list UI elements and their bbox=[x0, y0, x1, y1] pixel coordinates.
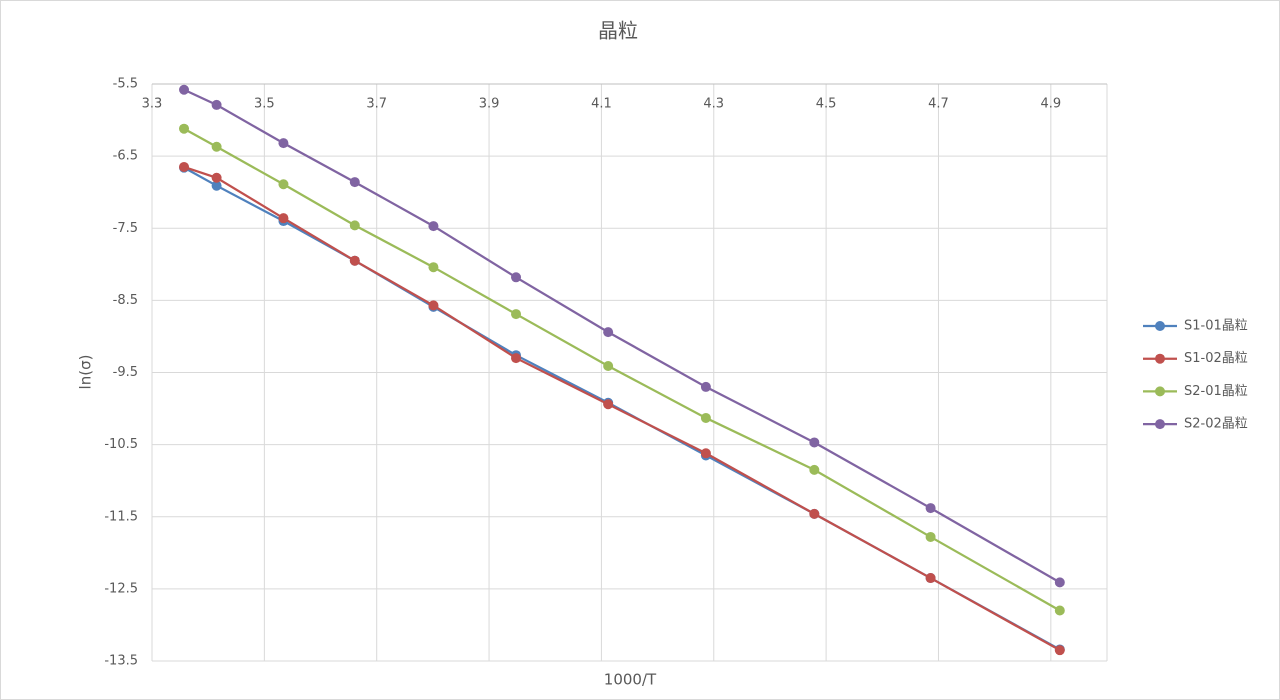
data-point bbox=[278, 179, 289, 190]
data-point bbox=[278, 213, 289, 224]
y-tick-label: -6.5 bbox=[113, 149, 138, 164]
y-tick-label: -7.5 bbox=[113, 221, 138, 236]
y-axis-title: ln(σ) bbox=[77, 355, 95, 390]
y-tick-label: -12.5 bbox=[104, 581, 138, 596]
data-point bbox=[349, 255, 360, 266]
data-point bbox=[1054, 645, 1065, 656]
data-point bbox=[211, 180, 222, 191]
data-point bbox=[809, 508, 820, 519]
data-point bbox=[603, 361, 614, 372]
data-point bbox=[349, 177, 360, 188]
data-point bbox=[700, 412, 711, 423]
data-point bbox=[349, 220, 360, 231]
data-point bbox=[511, 353, 522, 364]
x-tick-label: 3.3 bbox=[142, 97, 163, 112]
data-point bbox=[925, 503, 936, 514]
data-point bbox=[179, 161, 190, 172]
y-tick-label: -10.5 bbox=[104, 437, 138, 452]
y-tick-label: -11.5 bbox=[104, 509, 138, 524]
x-tick-label: 4.9 bbox=[1040, 97, 1061, 112]
legend-label: S2-01晶粒 bbox=[1184, 384, 1248, 399]
data-point bbox=[511, 309, 522, 320]
x-tick-label: 4.5 bbox=[816, 97, 837, 112]
data-point bbox=[428, 262, 439, 273]
data-point bbox=[809, 437, 820, 448]
legend-marker bbox=[1155, 321, 1165, 331]
y-tick-label: -13.5 bbox=[104, 654, 138, 669]
chart-title: 晶粒 bbox=[598, 19, 638, 43]
data-point bbox=[179, 123, 190, 134]
data-point bbox=[211, 141, 222, 152]
data-point bbox=[1054, 577, 1065, 588]
legend-marker bbox=[1155, 419, 1165, 430]
x-tick-label: 4.3 bbox=[703, 97, 724, 112]
data-point bbox=[700, 381, 711, 392]
data-point bbox=[809, 464, 820, 475]
legend-label: S1-01晶粒 bbox=[1184, 319, 1248, 334]
legend-label: S1-02晶粒 bbox=[1184, 351, 1248, 366]
data-point bbox=[211, 99, 222, 110]
x-tick-label: 3.5 bbox=[254, 97, 275, 112]
x-tick-label: 3.9 bbox=[479, 97, 500, 112]
legend-marker bbox=[1155, 353, 1165, 364]
data-point bbox=[278, 138, 289, 149]
x-tick-label: 4.1 bbox=[591, 97, 612, 112]
data-point bbox=[603, 327, 614, 338]
y-tick-label: -9.5 bbox=[113, 365, 138, 380]
data-point bbox=[925, 573, 936, 584]
legend-marker bbox=[1155, 386, 1165, 397]
x-axis-title: 1000/T bbox=[604, 671, 657, 689]
data-point bbox=[211, 172, 222, 183]
data-point bbox=[179, 84, 190, 95]
x-tick-label: 3.7 bbox=[366, 97, 387, 112]
y-tick-label: -8.5 bbox=[113, 293, 138, 308]
data-point bbox=[700, 448, 711, 459]
data-point bbox=[428, 221, 439, 232]
x-tick-label: 4.7 bbox=[928, 97, 949, 112]
data-point bbox=[1054, 605, 1065, 616]
legend-label: S2-02晶粒 bbox=[1184, 417, 1248, 432]
data-point bbox=[925, 531, 936, 542]
y-tick-label: -5.5 bbox=[113, 77, 138, 92]
data-point bbox=[428, 300, 439, 311]
data-point bbox=[511, 272, 522, 283]
data-point bbox=[603, 399, 614, 410]
